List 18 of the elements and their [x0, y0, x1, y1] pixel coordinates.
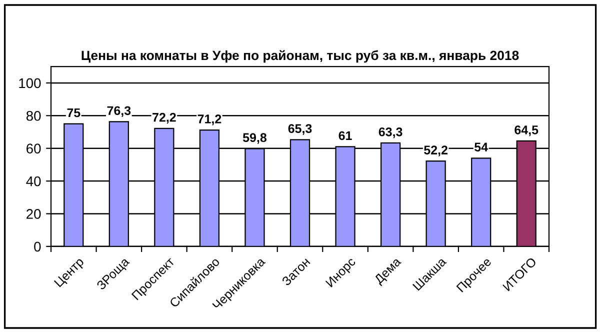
chart-title: Цены на комнаты в Уфе по районам, тыс руб за кв.м., январь 2018 [82, 50, 519, 63]
data-label: 65,3 [288, 124, 312, 135]
data-label: 59,8 [242, 133, 267, 144]
data-label: 52,2 [424, 146, 448, 156]
data-label: 63,3 [378, 127, 402, 138]
data-label: 71,2 [198, 114, 222, 126]
y-tick-label: 80 [26, 110, 41, 121]
data-label: 76,3 [107, 106, 131, 117]
y-tick-label: 40 [26, 176, 41, 186]
y-tick-label: 20 [26, 209, 41, 219]
data-label: 54 [474, 142, 488, 152]
y-tick-label: 100 [19, 78, 41, 88]
y-tick-label: 60 [26, 144, 41, 154]
y-tick-label: 0 [34, 242, 41, 252]
data-label: 75 [67, 108, 80, 118]
data-label: 64,5 [514, 125, 538, 136]
data-label: 72,2 [152, 112, 176, 124]
data-label: 61 [338, 131, 352, 140]
